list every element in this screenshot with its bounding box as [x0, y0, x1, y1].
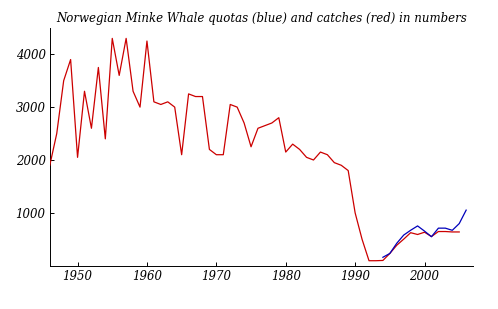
Title: Norwegian Minke Whale quotas (blue) and catches (red) in numbers: Norwegian Minke Whale quotas (blue) and … [56, 12, 467, 25]
